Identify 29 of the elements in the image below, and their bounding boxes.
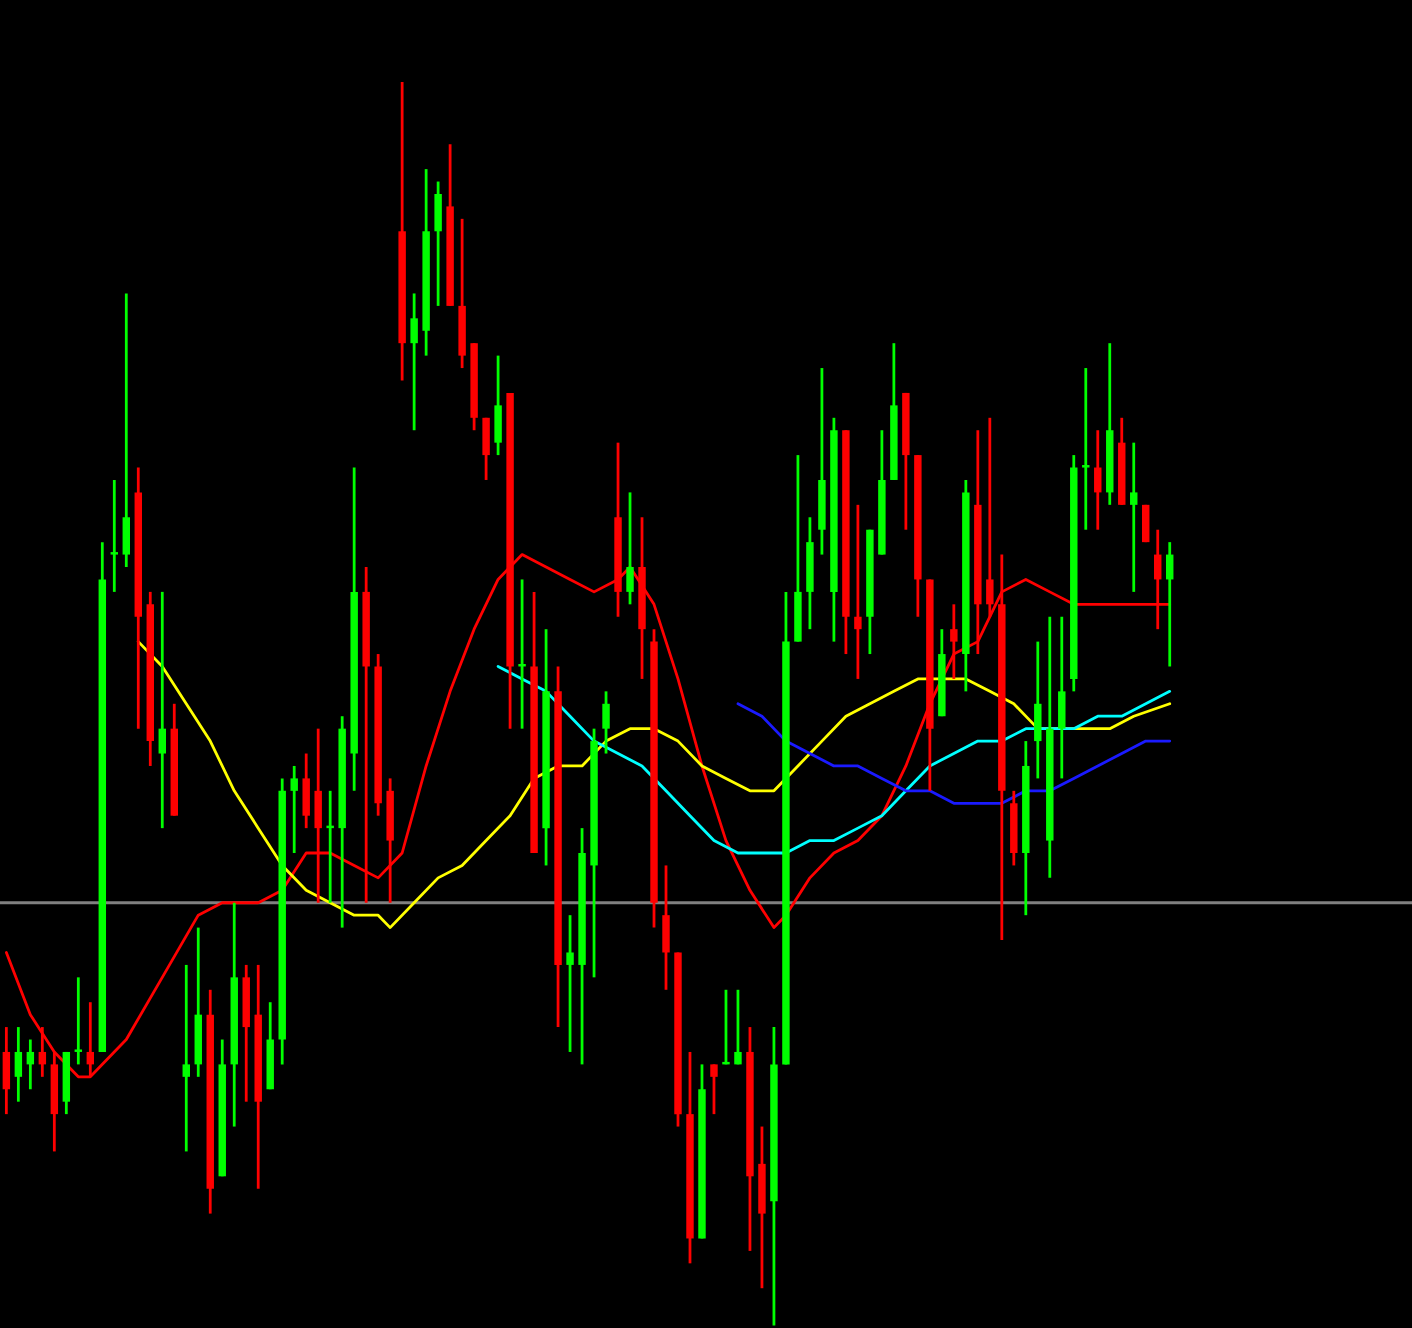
candlestick (314, 727, 322, 905)
candlestick (602, 689, 610, 755)
candlestick (410, 292, 418, 432)
candlestick (1058, 615, 1066, 780)
candlestick (110, 478, 119, 594)
candlestick (1130, 441, 1138, 594)
candlestick (734, 988, 742, 1066)
candlestick (290, 764, 298, 855)
candlestick (854, 503, 862, 681)
candlestick (566, 913, 574, 1054)
candlestick (626, 491, 634, 606)
candlestick (1166, 540, 1174, 668)
candlestick (14, 1025, 23, 1104)
candlestick (2, 1025, 11, 1116)
candlestick (710, 1063, 718, 1116)
candlestick (74, 975, 83, 1066)
candlestick (182, 963, 190, 1153)
candlestick (950, 602, 958, 681)
candlestick (158, 590, 166, 830)
candlestick (302, 752, 310, 830)
candlestick (494, 354, 502, 457)
candlestick (434, 180, 442, 308)
candlestick (662, 864, 670, 992)
candlestick (1082, 366, 1090, 532)
candlestick (1094, 428, 1102, 532)
candlestick (122, 292, 131, 569)
candlestick (1034, 640, 1042, 780)
candlestick (482, 416, 490, 482)
candlestick (26, 1038, 35, 1091)
